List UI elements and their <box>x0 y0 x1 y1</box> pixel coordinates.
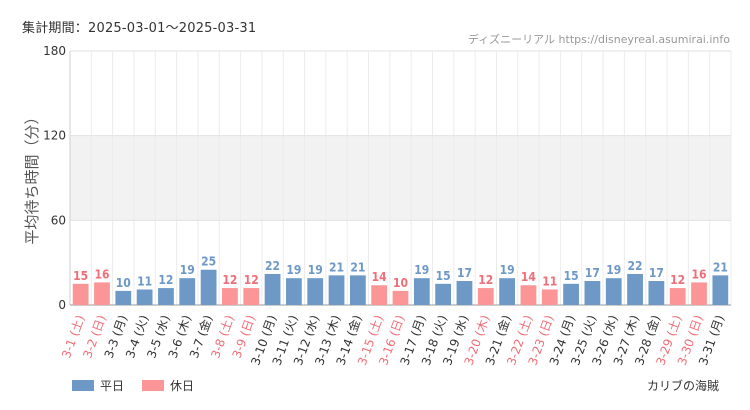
y-tick-label: 180 <box>43 44 66 58</box>
y-axis-title: 平均待ち時間（分） <box>23 109 41 244</box>
bar <box>264 273 281 305</box>
value-label: 19 <box>414 263 429 277</box>
bar <box>136 289 153 305</box>
y-labels-layer: 0 60 120 180 <box>43 44 66 312</box>
legend-weekday-label: 平日 <box>100 379 125 393</box>
value-label: 11 <box>542 274 557 288</box>
value-label: 14 <box>521 270 537 284</box>
bar <box>349 275 366 305</box>
bar <box>328 275 345 305</box>
value-label: 16 <box>94 267 109 281</box>
band-0 <box>70 135 731 221</box>
value-label: 12 <box>222 273 237 287</box>
bar <box>285 278 302 305</box>
value-label: 10 <box>393 276 408 290</box>
bar <box>499 278 516 305</box>
bar <box>200 269 217 305</box>
value-label: 15 <box>73 269 88 283</box>
x-labels-layer: 3-1 (土)3-2 (日)3-3 (月)3-4 (火)3-5 (水)3-6 (… <box>59 313 727 367</box>
value-label: 21 <box>713 260 728 274</box>
bar <box>456 281 473 305</box>
bar <box>307 278 324 305</box>
bar <box>94 282 110 305</box>
value-label: 21 <box>350 260 365 274</box>
value-label: 22 <box>265 259 280 273</box>
value-label: 19 <box>286 263 301 277</box>
bands-layer <box>70 135 731 221</box>
value-label: 10 <box>116 276 131 290</box>
period-label: 集計期間：2025-03-01～2025-03-31 <box>22 21 257 36</box>
legend-weekday-swatch <box>72 380 94 391</box>
bar <box>158 288 174 305</box>
bar <box>541 289 558 305</box>
bar <box>115 290 132 305</box>
attraction-name: カリブの海賊 <box>646 379 719 393</box>
bar <box>371 285 388 305</box>
bar <box>669 288 686 305</box>
value-label: 11 <box>137 274 152 288</box>
bar <box>648 281 665 305</box>
legend-holiday-swatch <box>142 380 165 391</box>
bar <box>691 282 707 305</box>
value-label: 19 <box>500 263 515 277</box>
bar <box>413 278 430 305</box>
bar <box>222 288 238 305</box>
value-label: 12 <box>244 273 259 287</box>
bar <box>627 273 643 305</box>
value-label: 12 <box>670 273 685 287</box>
bar <box>712 275 729 305</box>
bar <box>477 288 494 305</box>
value-label: 12 <box>478 273 493 287</box>
legend-holiday: 休日 <box>142 377 194 394</box>
bar <box>520 285 537 305</box>
value-label: 17 <box>649 266 664 280</box>
value-label: 15 <box>436 269 451 283</box>
value-label: 21 <box>329 260 344 274</box>
y-tick-label: 120 <box>43 129 66 143</box>
value-label: 17 <box>585 266 600 280</box>
bar <box>605 278 622 305</box>
value-label: 19 <box>606 263 621 277</box>
value-label: 17 <box>457 266 472 280</box>
value-label: 15 <box>564 269 579 283</box>
source-label: ディズニーリアル https://disneyreal.asumirai.inf… <box>467 33 730 46</box>
y-tick-label: 0 <box>58 298 66 312</box>
legend: 平日 休日 <box>72 377 212 394</box>
value-label: 16 <box>692 267 707 281</box>
legend-weekday: 平日 <box>72 377 124 394</box>
bar <box>179 278 196 305</box>
value-labels-layer: 15 16 10 11 12 19 25 12 12 22 19 19 21 21 14 10 19 15 17 12… <box>73 255 728 290</box>
bars-layer <box>72 269 729 305</box>
value-label: 25 <box>201 255 216 269</box>
bar <box>435 283 452 305</box>
bar <box>72 283 89 305</box>
value-label: 22 <box>628 259 643 273</box>
value-label: 19 <box>180 263 195 277</box>
value-label: 14 <box>372 270 388 284</box>
bar <box>563 283 579 305</box>
bar <box>584 281 601 305</box>
value-label: 19 <box>308 263 323 277</box>
bar <box>392 290 409 305</box>
value-label: 12 <box>158 273 173 287</box>
legend-holiday-label: 休日 <box>170 379 195 393</box>
bar <box>243 288 260 305</box>
y-tick-label: 60 <box>51 213 66 227</box>
